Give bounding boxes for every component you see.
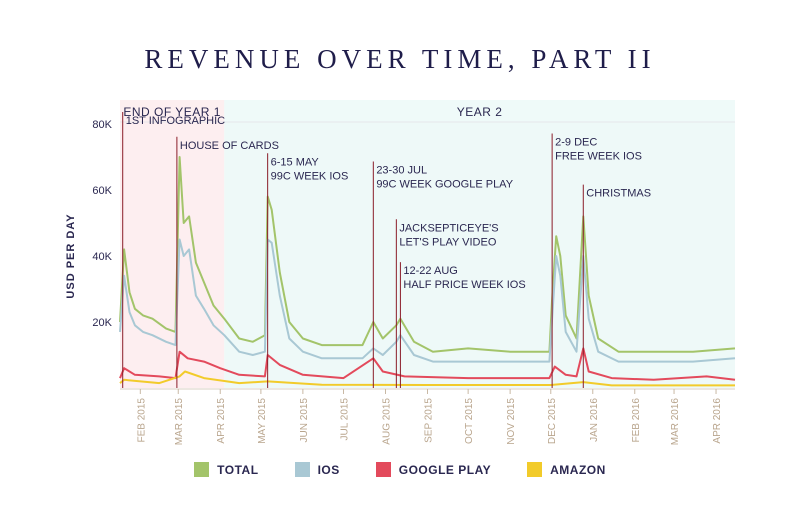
- legend-swatch-total: [194, 462, 210, 477]
- legend-label-ios: IOS: [317, 462, 340, 477]
- event-label-6-1: FREE WEEK IOS: [555, 150, 642, 162]
- y-tick-label-2: 60K: [92, 185, 112, 197]
- event-label-0-0: 1ST INFOGRAPHIC: [126, 115, 225, 127]
- period-band-0: [120, 100, 225, 388]
- series-line-amazon: [119, 370, 735, 387]
- period-header-0: [120, 100, 225, 122]
- x-tick-label-11: JAN 2016: [589, 398, 600, 442]
- x-tick-label-9: NOV 2015: [506, 398, 517, 445]
- y-axis-label: USD PER DAY: [65, 213, 77, 298]
- series-line-ios: [119, 238, 736, 363]
- event-label-1-0: HOUSE OF CARDS: [180, 140, 279, 152]
- event-label-4-0: JACKSEPTICEYE'S: [399, 222, 498, 234]
- event-label-7-0: CHRISTMAS: [586, 188, 651, 200]
- y-tick-label-3: 80K: [92, 119, 112, 131]
- legend-label-total: TOTAL: [217, 462, 259, 477]
- period-label-0: END OF YEAR 1: [123, 105, 221, 119]
- legend-label-google-play: GOOGLE PLAY: [398, 462, 492, 477]
- legend-swatch-ios: [294, 462, 310, 477]
- period-header-1: [224, 100, 736, 122]
- y-tick-label-1: 40K: [92, 251, 112, 263]
- legend-swatch-google-play: [375, 462, 391, 477]
- legend-item-total: TOTAL: [194, 462, 258, 477]
- event-label-5-0: 12-22 AUG: [403, 265, 457, 277]
- x-tick-label-8: OCT 2015: [464, 398, 475, 444]
- x-tick-label-0: FEB 2015: [136, 398, 147, 443]
- x-tick-label-13: MAR 2016: [670, 398, 681, 446]
- x-tick-label-3: MAY 2015: [257, 398, 268, 444]
- chart-title: REVENUE OVER TIME, PART II: [144, 44, 656, 74]
- x-tick-label-4: JUN 2015: [299, 398, 310, 443]
- x-tick-label-14: APR 2016: [712, 398, 723, 444]
- event-label-3-1: 99C WEEK GOOGLE PLAY: [376, 179, 513, 191]
- series-line-total: [119, 156, 736, 353]
- legend-item-ios: IOS: [294, 462, 340, 477]
- x-tick-label-1: MAR 2015: [174, 398, 185, 446]
- event-label-2-0: 6-15 MAY: [271, 156, 320, 168]
- legend-label-amazon: AMAZON: [550, 462, 606, 477]
- x-tick-label-6: AUG 2015: [382, 398, 393, 445]
- x-tick-label-2: APR 2015: [216, 398, 227, 444]
- chart-legend: TOTAL IOS GOOGLE PLAY AMAZON: [0, 462, 800, 477]
- x-tick-label-10: DEC 2015: [547, 398, 558, 445]
- x-tick-label-7: SEP 2015: [424, 398, 435, 443]
- event-label-3-0: 23-30 JUL: [376, 165, 427, 177]
- y-tick-label-0: 20K: [92, 317, 112, 329]
- period-label-1: YEAR 2: [457, 105, 503, 119]
- event-label-6-0: 2-9 DEC: [555, 136, 597, 148]
- x-tick-label-12: FEB 2016: [631, 398, 642, 443]
- legend-item-google-play: GOOGLE PLAY: [375, 462, 492, 477]
- legend-swatch-amazon: [527, 462, 543, 477]
- x-tick-label-5: JUL 2015: [340, 398, 351, 441]
- event-label-5-1: HALF PRICE WEEK IOS: [403, 279, 525, 291]
- legend-item-amazon: AMAZON: [527, 462, 606, 477]
- event-label-2-1: 99C WEEK IOS: [271, 170, 349, 182]
- event-label-4-1: LET'S PLAY VIDEO: [399, 236, 497, 248]
- series-line-google-play: [119, 347, 736, 381]
